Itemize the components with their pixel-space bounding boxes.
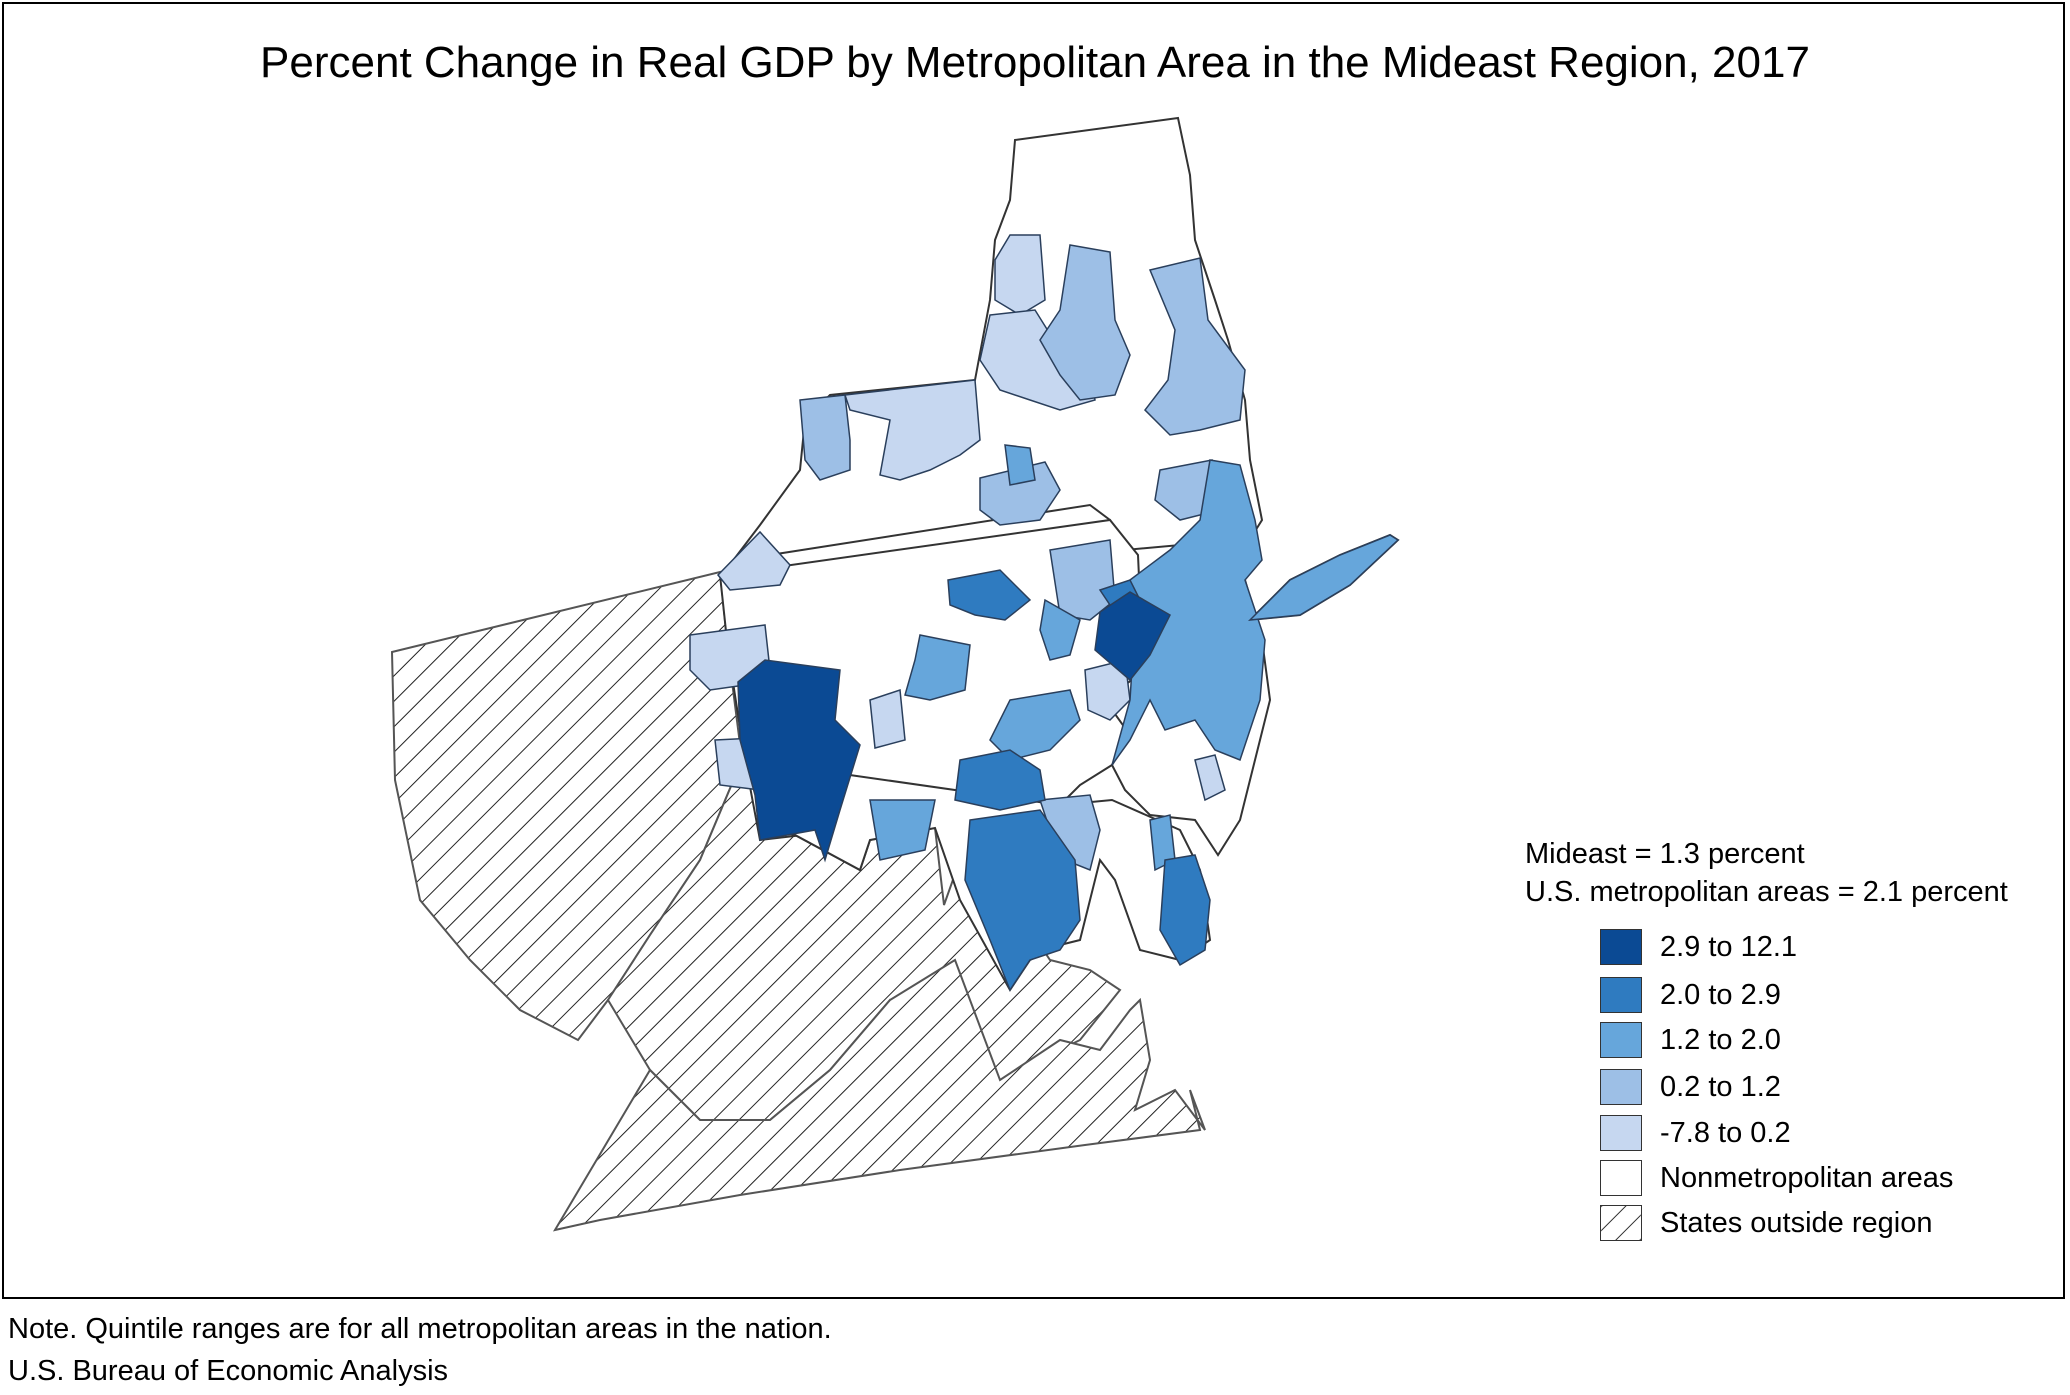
legend-item: States outside region	[1600, 1204, 1932, 1242]
metro-area	[1094, 591, 1171, 682]
legend-label: -7.8 to 0.2	[1660, 1116, 1791, 1149]
source-credit: U.S. Bureau of Economic Analysis	[8, 1355, 449, 1387]
metro-area	[1159, 854, 1211, 967]
metro-area	[1039, 598, 1081, 661]
legend-item: 2.0 to 2.9	[1600, 976, 1781, 1014]
legend-swatch	[1600, 1115, 1642, 1151]
legend-label: 1.2 to 2.0	[1660, 1023, 1781, 1056]
metro-area	[994, 234, 1046, 316]
legend-item: 2.9 to 12.1	[1600, 928, 1797, 966]
legend-item: -7.8 to 0.2	[1600, 1114, 1791, 1152]
metro-areas	[689, 234, 1400, 992]
virginia-region	[552, 958, 1206, 1232]
legend-swatch	[1600, 1069, 1642, 1105]
metro-area	[1194, 754, 1226, 802]
legend-item: 0.2 to 1.2	[1600, 1068, 1781, 1106]
legend-label: Nonmetropolitan areas	[1660, 1161, 1954, 1194]
legend-swatch	[1600, 1022, 1642, 1058]
metro-area	[1039, 244, 1131, 401]
metro-area	[904, 634, 971, 701]
metro-area	[737, 659, 861, 863]
legend-item: 1.2 to 2.0	[1600, 1021, 1781, 1059]
metro-area	[947, 569, 1032, 621]
footnote: Note. Quintile ranges are for all metrop…	[8, 1313, 832, 1345]
metro-area	[869, 688, 906, 749]
legend-swatch	[1600, 929, 1642, 965]
metro-area	[989, 689, 1081, 761]
legend-label: 2.9 to 12.1	[1660, 930, 1798, 963]
legend-item: Nonmetropolitan areas	[1600, 1159, 1953, 1197]
legend-label: 0.2 to 1.2	[1660, 1070, 1781, 1103]
legend-label: 2.0 to 2.9	[1660, 978, 1781, 1011]
metro-area	[716, 530, 791, 591]
metro-area	[1004, 444, 1036, 486]
metro-area	[964, 809, 1081, 992]
metro-area	[1247, 534, 1400, 621]
legend-swatch-hatch	[1600, 1205, 1642, 1241]
outside-states	[390, 570, 1206, 1232]
legend-swatch	[1600, 977, 1642, 1013]
metro-area	[799, 394, 851, 481]
legend-label: States outside region	[1660, 1206, 1933, 1239]
map-title: Percent Change in Real GDP by Metropolit…	[260, 38, 1810, 87]
legend-mideast: Mideast = 1.3 percent	[1525, 838, 1805, 870]
metro-area	[954, 749, 1046, 811]
metro-area	[979, 461, 1061, 526]
metro-area	[869, 799, 936, 861]
metro-area	[843, 379, 981, 481]
legend-swatch	[1600, 1160, 1642, 1196]
metro-area	[1144, 257, 1246, 436]
legend-us-metro: U.S. metropolitan areas = 2.1 percent	[1525, 876, 2008, 908]
map-frame	[2, 2, 2065, 1299]
